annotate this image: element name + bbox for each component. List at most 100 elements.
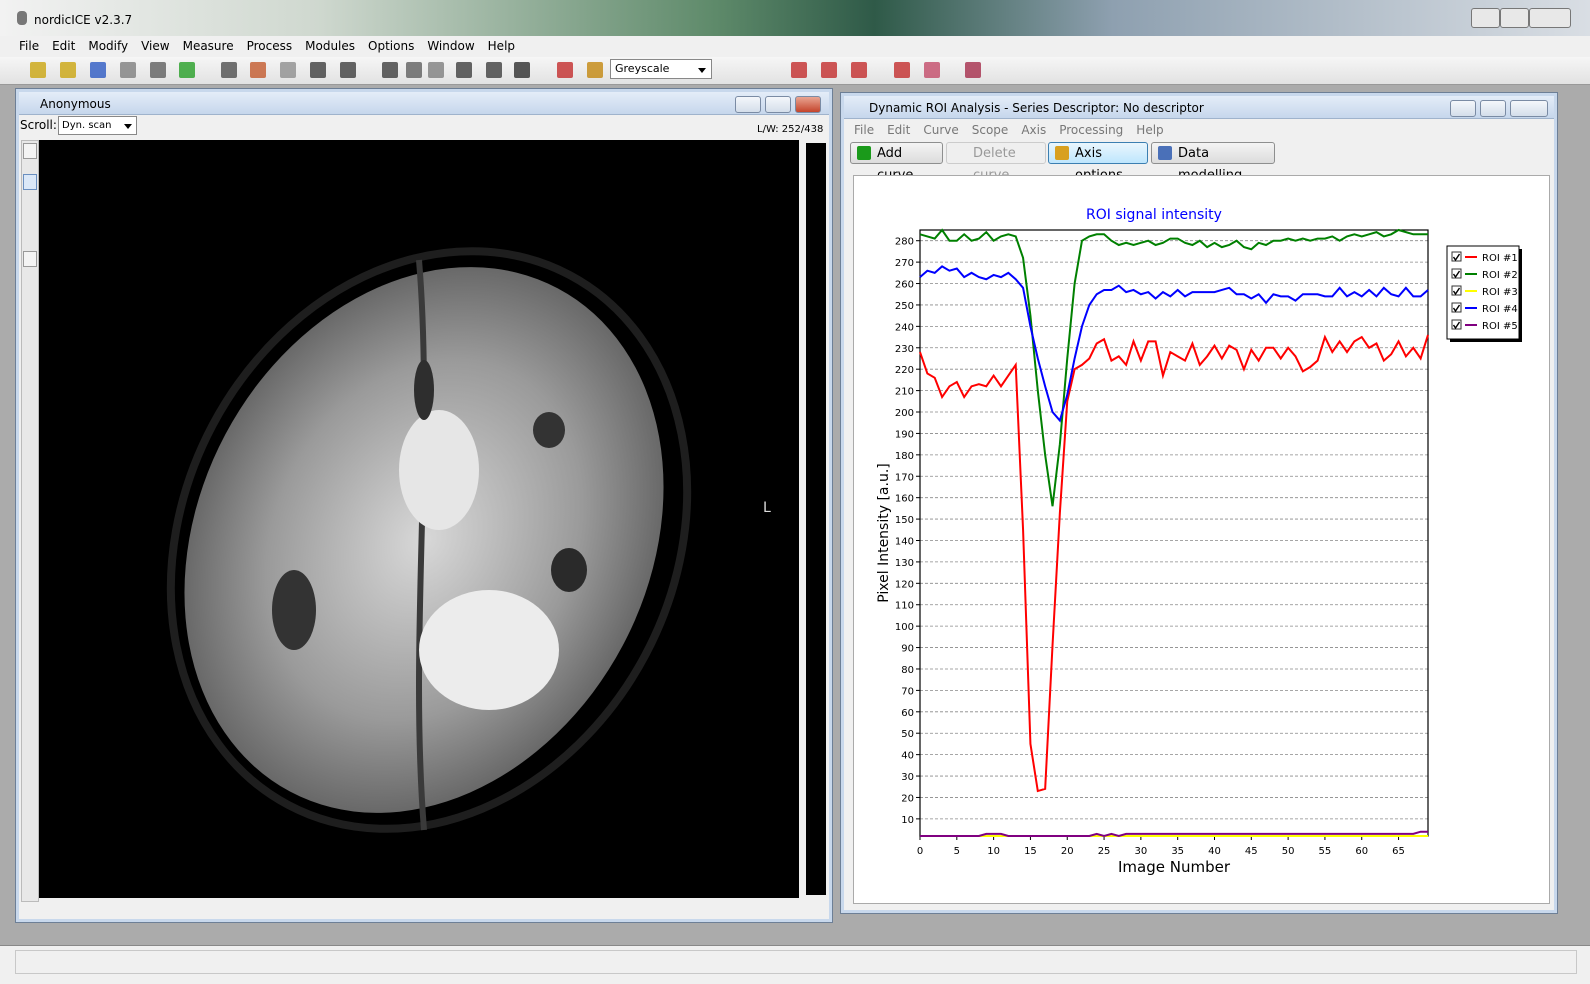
legend-label: ROI #3 — [1482, 287, 1518, 298]
chart-title: ROI signal intensity — [1086, 207, 1222, 223]
analysis-window: Dynamic ROI Analysis - Series Descriptor… — [840, 92, 1558, 914]
analysis-menu-bar: File Edit Curve Scope Axis Processing Help — [845, 121, 1551, 140]
toolbar-icon[interactable] — [587, 62, 603, 78]
toolbar-icon[interactable] — [894, 62, 910, 78]
scroll-thumb[interactable] — [23, 174, 37, 190]
x-tick-label: 15 — [1024, 846, 1037, 857]
menu-bar: File Edit Modify View Measure Process Modules O… — [0, 36, 1590, 57]
y-tick-label: 90 — [901, 644, 914, 655]
x-tick-label: 50 — [1282, 846, 1295, 857]
x-tick-label: 25 — [1098, 846, 1111, 857]
toolbar-icon[interactable] — [340, 62, 356, 78]
y-tick-label: 260 — [895, 280, 914, 291]
toolbar-icon[interactable] — [120, 62, 136, 78]
x-tick-label: 5 — [954, 846, 960, 857]
x-tick-label: 60 — [1355, 846, 1368, 857]
toolbar-button[interactable]: Add curve — [850, 142, 943, 164]
chart: ROI signal intensity10203040506070809010… — [854, 176, 1549, 903]
status-bar — [0, 945, 1590, 984]
maximize-button[interactable] — [765, 96, 791, 113]
menu-item[interactable]: Edit — [887, 123, 910, 137]
toolbar-icon[interactable] — [90, 62, 106, 78]
toolbar-icon[interactable] — [965, 62, 981, 78]
menu-item[interactable]: Window — [427, 39, 474, 53]
minimize-button[interactable] — [1471, 8, 1500, 28]
toolbar-icon[interactable] — [456, 62, 472, 78]
image-window: Anonymous Scroll: Dyn. scan L/W: 252/438… — [15, 88, 833, 923]
toolbar-icon[interactable] — [150, 62, 166, 78]
toolbar-icon[interactable] — [179, 62, 195, 78]
toolbar-icon[interactable] — [221, 62, 237, 78]
menu-item[interactable]: File — [19, 39, 39, 53]
toolbar-icon[interactable] — [851, 62, 867, 78]
menu-item[interactable]: Process — [247, 39, 293, 53]
minimize-button[interactable] — [1450, 100, 1476, 117]
status-field — [15, 950, 1577, 974]
menu-item[interactable]: File — [854, 123, 874, 137]
y-tick-label: 20 — [901, 793, 914, 804]
maximize-button[interactable] — [1500, 8, 1529, 28]
toolbar-icon[interactable] — [30, 62, 46, 78]
y-tick-label: 240 — [895, 322, 914, 333]
y-tick-label: 80 — [901, 665, 914, 676]
menu-item[interactable]: Processing — [1059, 123, 1123, 137]
minimize-button[interactable] — [735, 96, 761, 113]
x-tick-label: 35 — [1171, 846, 1184, 857]
maximize-button[interactable] — [1480, 100, 1506, 117]
x-tick-label: 20 — [1061, 846, 1074, 857]
menu-item[interactable]: Help — [1136, 123, 1163, 137]
y-tick-label: 230 — [895, 344, 914, 355]
image-window-titlebar: Anonymous — [19, 92, 829, 115]
x-tick-label: 30 — [1135, 846, 1148, 857]
toolbar-icon[interactable] — [557, 62, 573, 78]
y-tick-label: 200 — [895, 408, 914, 419]
toolbar-icon[interactable] — [821, 62, 837, 78]
menu-item[interactable]: Axis — [1021, 123, 1046, 137]
y-tick-label: 160 — [895, 494, 914, 505]
series-line — [920, 335, 1428, 791]
close-button[interactable] — [1510, 100, 1548, 117]
colormap-value: Greyscale — [615, 62, 669, 75]
chart-panel: ROI signal intensity10203040506070809010… — [853, 175, 1550, 904]
close-button[interactable] — [1529, 8, 1571, 28]
menu-item[interactable]: Modify — [88, 39, 128, 53]
y-tick-label: 210 — [895, 387, 914, 398]
toolbar-icon[interactable] — [310, 62, 326, 78]
desktop: nordicICE v2.3.7 File Edit Modify View Measu… — [0, 0, 1590, 983]
x-tick-label: 0 — [917, 846, 923, 857]
y-tick-label: 280 — [895, 237, 914, 248]
scroll-mode-combo[interactable]: Dyn. scan — [58, 116, 137, 135]
orientation-marker: L — [763, 500, 771, 516]
menu-item[interactable]: Edit — [52, 39, 75, 53]
toolbar-icon[interactable] — [791, 62, 807, 78]
menu-item[interactable]: Measure — [183, 39, 234, 53]
toolbar-icon[interactable] — [280, 62, 296, 78]
menu-item[interactable]: View — [141, 39, 169, 53]
toolbar-icon[interactable] — [486, 62, 502, 78]
menu-item[interactable]: Modules — [305, 39, 355, 53]
toolbar-button[interactable]: Axis options — [1048, 142, 1148, 164]
toolbar-icon[interactable] — [406, 62, 422, 78]
menu-item[interactable]: Curve — [923, 123, 958, 137]
app-icon — [17, 11, 27, 25]
toolbar-icon[interactable] — [924, 62, 940, 78]
toolbar-icon[interactable] — [60, 62, 76, 78]
colormap-combo[interactable]: Greyscale — [610, 59, 712, 79]
menu-item[interactable]: Options — [368, 39, 414, 53]
toolbar-icon[interactable] — [428, 62, 444, 78]
close-button[interactable] — [795, 96, 821, 113]
y-tick-label: 70 — [901, 686, 914, 697]
vertical-scrollbar[interactable] — [21, 140, 39, 902]
menu-item[interactable]: Help — [488, 39, 515, 53]
dark-region — [272, 570, 316, 650]
toolbar-icon[interactable] — [250, 62, 266, 78]
toolbar: Greyscale — [0, 57, 1590, 85]
toolbar-icon[interactable] — [382, 62, 398, 78]
toolbar-icon[interactable] — [514, 62, 530, 78]
menu-item[interactable]: Scope — [972, 123, 1009, 137]
toolbar-button[interactable]: Data modelling — [1151, 142, 1275, 164]
y-tick-label: 100 — [895, 622, 914, 633]
scroll-down[interactable] — [23, 251, 37, 267]
app-title: nordicICE v2.3.7 — [34, 13, 132, 27]
scroll-up[interactable] — [23, 143, 37, 159]
